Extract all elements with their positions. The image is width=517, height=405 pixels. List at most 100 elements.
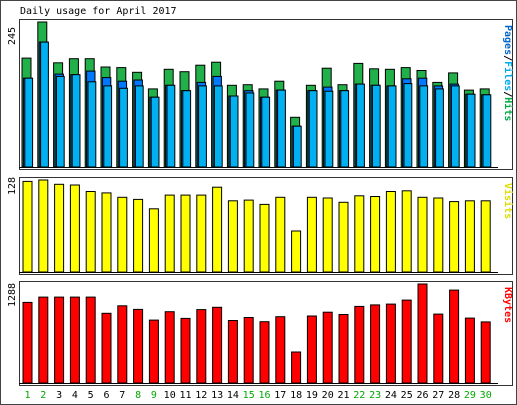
bar-visits-visits-day-8 bbox=[133, 198, 144, 273]
panel-kbytes: 1288 KBytes bbox=[7, 281, 513, 386]
bar-hits-pages-day-28 bbox=[450, 85, 460, 168]
bar-kbytes-kbytes-day-18 bbox=[291, 351, 302, 384]
bar-kbytes-kbytes-day-24 bbox=[385, 303, 396, 384]
panel-frame bbox=[19, 177, 513, 275]
x-tick-label: 25 bbox=[401, 390, 413, 401]
bar-hits-pages-day-26 bbox=[419, 85, 429, 168]
bar-hits-pages-day-22 bbox=[356, 83, 365, 168]
bar-hits-pages-day-9 bbox=[150, 96, 160, 168]
bar-visits-visits-day-29 bbox=[464, 200, 475, 273]
bar-kbytes-kbytes-day-7 bbox=[117, 305, 128, 384]
bar-visits-visits-day-2 bbox=[38, 179, 49, 273]
bar-hits-pages-day-23 bbox=[371, 84, 381, 168]
bar-kbytes-kbytes-day-5 bbox=[85, 296, 96, 384]
bar-hits-pages-day-20 bbox=[324, 90, 334, 168]
bar-kbytes-kbytes-day-14 bbox=[227, 320, 238, 384]
y-tick-label: 1288 bbox=[7, 283, 18, 307]
series-label-part: KBytes bbox=[502, 287, 513, 323]
bar-kbytes-kbytes-day-17 bbox=[275, 316, 286, 384]
bar-hits-pages-day-21 bbox=[340, 90, 350, 168]
bar-kbytes-kbytes-day-10 bbox=[164, 311, 175, 384]
bar-hits-pages-day-11 bbox=[182, 90, 192, 168]
bar-kbytes-kbytes-day-23 bbox=[370, 304, 381, 384]
x-tick-label: 3 bbox=[56, 390, 62, 401]
chart-title: Daily usage for April 2017 bbox=[20, 6, 177, 17]
bar-visits-visits-day-30 bbox=[480, 200, 491, 273]
x-tick-label: 20 bbox=[322, 390, 334, 401]
x-tick-label: 22 bbox=[353, 390, 365, 401]
bar-hits-pages-day-10 bbox=[166, 84, 176, 168]
series-label-part: Hits bbox=[502, 97, 514, 121]
bar-hits-pages-day-7 bbox=[119, 87, 128, 168]
bar-hits-pages-day-1 bbox=[24, 77, 34, 168]
series-label-visits: Visits bbox=[502, 183, 514, 219]
bar-hits-pages-day-24 bbox=[387, 85, 397, 168]
x-tick-label: 11 bbox=[179, 390, 191, 401]
y-tick-label: 128 bbox=[7, 177, 18, 195]
x-tick-label: 2 bbox=[40, 390, 46, 401]
series-label-part: Pages bbox=[502, 25, 513, 55]
bar-visits-visits-day-18 bbox=[291, 230, 302, 273]
bar-kbytes-kbytes-day-30 bbox=[480, 321, 491, 384]
x-tick-label: 9 bbox=[151, 390, 157, 401]
x-tick-label: 5 bbox=[88, 390, 94, 401]
bar-visits-visits-day-25 bbox=[401, 190, 412, 273]
x-tick-label: 7 bbox=[119, 390, 125, 401]
bar-visits-visits-day-15 bbox=[243, 199, 254, 273]
bar-kbytes-kbytes-day-20 bbox=[322, 311, 333, 384]
bar-kbytes-kbytes-day-29 bbox=[464, 317, 475, 384]
bar-visits-visits-day-12 bbox=[196, 194, 207, 273]
x-tick-label: 4 bbox=[72, 390, 78, 401]
bar-kbytes-kbytes-day-3 bbox=[54, 296, 65, 384]
bar-kbytes-kbytes-day-8 bbox=[133, 308, 144, 384]
series-label-part: / bbox=[502, 91, 513, 97]
bar-kbytes-kbytes-day-28 bbox=[449, 289, 460, 384]
bar-kbytes-kbytes-day-27 bbox=[433, 313, 444, 384]
x-tick-label: 12 bbox=[195, 390, 207, 401]
bar-hits-pages-day-5 bbox=[87, 81, 97, 168]
x-tick-label: 1 bbox=[24, 390, 30, 401]
bar-visits-visits-day-7 bbox=[117, 196, 128, 273]
series-label-hits: Pages/Files/Hits bbox=[502, 25, 514, 121]
series-label-part: Visits bbox=[502, 183, 514, 219]
x-tick-label: 21 bbox=[337, 390, 349, 401]
bar-kbytes-kbytes-day-16 bbox=[259, 321, 270, 384]
x-tick-label: 13 bbox=[211, 390, 223, 401]
x-axis-labels: 1 2 3 4 5 6 7 8 9 10 11 12 13 14 15 16 17 18 19 20 21 22 23 24 2… bbox=[24, 390, 491, 401]
x-tick-label: 10 bbox=[164, 390, 176, 401]
x-tick-label: 23 bbox=[369, 390, 381, 401]
x-tick-label: 17 bbox=[274, 390, 286, 401]
bar-hits-pages-day-17 bbox=[277, 89, 286, 168]
bar-hits-pages-day-15 bbox=[245, 92, 255, 168]
bar-hits-pages-day-14 bbox=[229, 95, 239, 168]
x-tick-label: 27 bbox=[432, 390, 444, 401]
bar-hits-pages-day-13 bbox=[213, 85, 223, 168]
bar-hits-pages-day-3 bbox=[55, 75, 65, 168]
x-tick-label: 16 bbox=[258, 390, 270, 401]
x-tick-label: 28 bbox=[448, 390, 460, 401]
bar-visits-visits-day-17 bbox=[275, 196, 286, 273]
x-tick-label: 24 bbox=[385, 390, 397, 401]
bar-visits-visits-day-11 bbox=[180, 194, 191, 273]
bar-hits-pages-day-12 bbox=[198, 85, 207, 168]
bar-visits-visits-day-10 bbox=[164, 194, 175, 273]
series-label-part: / bbox=[502, 55, 513, 61]
bar-visits-visits-day-24 bbox=[385, 191, 396, 273]
x-tick-label: 15 bbox=[243, 390, 255, 401]
bar-kbytes-kbytes-day-13 bbox=[212, 306, 223, 384]
panel-frame bbox=[19, 19, 513, 170]
bar-visits-visits-day-3 bbox=[54, 183, 65, 273]
bar-visits-visits-day-5 bbox=[85, 191, 96, 273]
x-tick-label: 8 bbox=[135, 390, 141, 401]
bar-hits-pages-day-6 bbox=[103, 85, 113, 168]
x-tick-label: 30 bbox=[480, 390, 492, 401]
bar-kbytes-kbytes-day-26 bbox=[417, 283, 428, 384]
series-label-kbytes: KBytes bbox=[502, 287, 513, 323]
bar-hits-pages-day-18 bbox=[292, 125, 302, 168]
bar-kbytes-kbytes-day-9 bbox=[148, 319, 159, 384]
bar-kbytes-kbytes-day-15 bbox=[243, 317, 254, 384]
bar-hits-pages-day-19 bbox=[308, 90, 318, 168]
bar-visits-visits-day-26 bbox=[417, 196, 428, 273]
